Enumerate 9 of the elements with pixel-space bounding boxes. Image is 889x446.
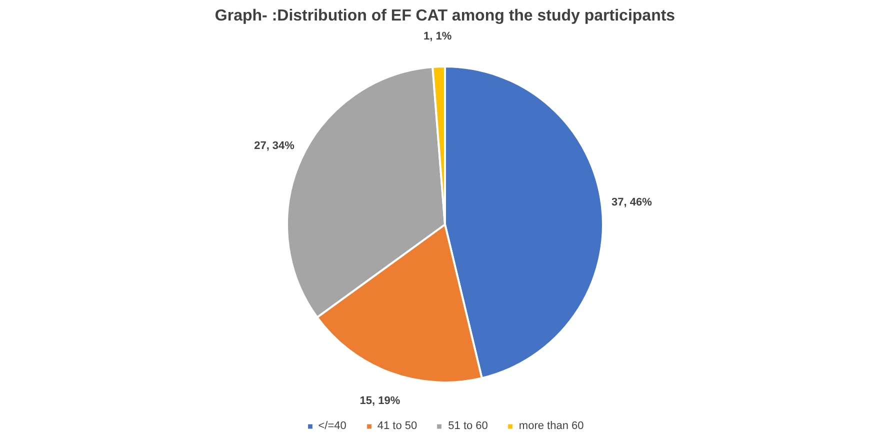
data-label: 37, 46%: [612, 196, 652, 208]
legend-label: 51 to 60: [448, 420, 488, 432]
data-label: 1, 1%: [424, 30, 452, 43]
legend-label: more than 60: [518, 420, 584, 432]
data-label: 15, 19%: [360, 394, 400, 407]
legend-label: </=40: [318, 420, 346, 432]
data-label: 27, 34%: [254, 140, 295, 152]
legend-label: 41 to 50: [377, 420, 418, 432]
chart-title: Graph- :Distribution of EF CAT among the study participants: [214, 8, 676, 24]
